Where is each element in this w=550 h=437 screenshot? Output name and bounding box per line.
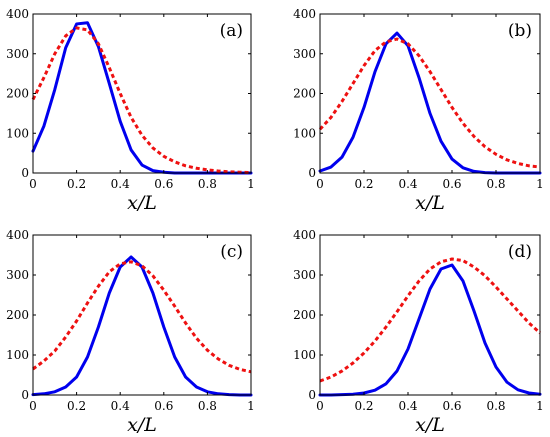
x-axis-label: x/L bbox=[415, 414, 445, 436]
series-line-solid bbox=[318, 263, 542, 397]
x-tick-label: 1 bbox=[536, 399, 544, 413]
panel-4: 0 0.2 0.4 0.6 0.8 1 0 100 200 300 400 x/L (d) bbox=[293, 228, 544, 436]
x-tick-label: 0.2 bbox=[354, 177, 373, 191]
y-tick-label: 400 bbox=[293, 228, 316, 242]
x-tick-label: 0 bbox=[316, 399, 324, 413]
x-tick-label: 0.4 bbox=[398, 177, 417, 191]
x-tick-label: 0.6 bbox=[442, 399, 461, 413]
y-tick-label: 100 bbox=[6, 126, 29, 140]
series-line-dashed bbox=[319, 257, 542, 383]
y-tick-label: 400 bbox=[6, 7, 29, 21]
x-axis-label: x/L bbox=[415, 192, 445, 214]
x-tick-label: 0.4 bbox=[398, 399, 417, 413]
series-line-dashed bbox=[318, 37, 541, 169]
y-tick-label: 200 bbox=[6, 87, 29, 101]
x-tick-label: 0.6 bbox=[154, 177, 173, 191]
series-line-solid bbox=[31, 21, 253, 175]
x-tick-label: 1 bbox=[536, 177, 544, 191]
panel-label: (b) bbox=[508, 21, 532, 41]
panel-3: 0 0.2 0.4 0.6 0.8 1 0 100 200 300 400 x/L (c) bbox=[6, 228, 255, 436]
x-tick-label: 0.2 bbox=[354, 399, 373, 413]
x-tick-label: 0.6 bbox=[442, 177, 461, 191]
x-tick-label: 0.8 bbox=[198, 177, 217, 191]
x-tick-label: 0 bbox=[29, 399, 37, 413]
x-tick-label: 0.8 bbox=[486, 177, 505, 191]
y-tick-label: 300 bbox=[293, 268, 316, 282]
x-tick-label: 0.2 bbox=[67, 399, 86, 413]
y-tick-label: 0 bbox=[308, 166, 316, 180]
x-tick-label: 0.6 bbox=[154, 399, 173, 413]
x-axis-label: x/L bbox=[127, 414, 157, 436]
x-tick-label: 0 bbox=[29, 177, 37, 191]
x-tick-label: 1 bbox=[247, 399, 255, 413]
y-tick-label: 0 bbox=[21, 388, 29, 402]
x-tick-label: 0.2 bbox=[67, 177, 86, 191]
y-tick-label: 300 bbox=[6, 268, 29, 282]
axes-frame bbox=[32, 13, 252, 174]
y-tick-label: 300 bbox=[293, 47, 316, 61]
x-tick-label: 0.4 bbox=[111, 177, 130, 191]
panel-label: (d) bbox=[508, 242, 532, 262]
x-tick-label: 0.8 bbox=[198, 399, 217, 413]
y-tick-label: 400 bbox=[293, 7, 316, 21]
x-tick-label: 1 bbox=[247, 177, 255, 191]
series-line-solid bbox=[31, 255, 253, 397]
panel-label: (a) bbox=[220, 21, 243, 41]
x-tick-label: 0 bbox=[316, 177, 324, 191]
y-tick-label: 200 bbox=[293, 308, 316, 322]
y-tick-label: 0 bbox=[308, 388, 316, 402]
panel-2: 0 0.2 0.4 0.6 0.8 1 0 100 200 300 400 x/L (b) bbox=[293, 7, 544, 214]
x-axis-label: x/L bbox=[127, 192, 157, 214]
panel-label: (c) bbox=[220, 242, 243, 262]
y-tick-label: 200 bbox=[6, 308, 29, 322]
x-tick-label: 0.4 bbox=[111, 399, 130, 413]
y-tick-label: 200 bbox=[293, 87, 316, 101]
series-line-dashed bbox=[32, 260, 252, 374]
panel-1: 0 0.2 0.4 0.6 0.8 1 0 100 200 300 400 x/L (a) bbox=[6, 7, 255, 214]
series-line-solid bbox=[318, 31, 542, 175]
y-tick-label: 100 bbox=[293, 348, 316, 362]
y-tick-label: 400 bbox=[6, 228, 29, 242]
axes-frame bbox=[32, 234, 252, 396]
x-tick-label: 0.8 bbox=[486, 399, 505, 413]
y-tick-label: 100 bbox=[293, 126, 316, 140]
y-tick-label: 0 bbox=[21, 166, 29, 180]
y-tick-label: 100 bbox=[6, 348, 29, 362]
y-tick-label: 300 bbox=[6, 47, 29, 61]
